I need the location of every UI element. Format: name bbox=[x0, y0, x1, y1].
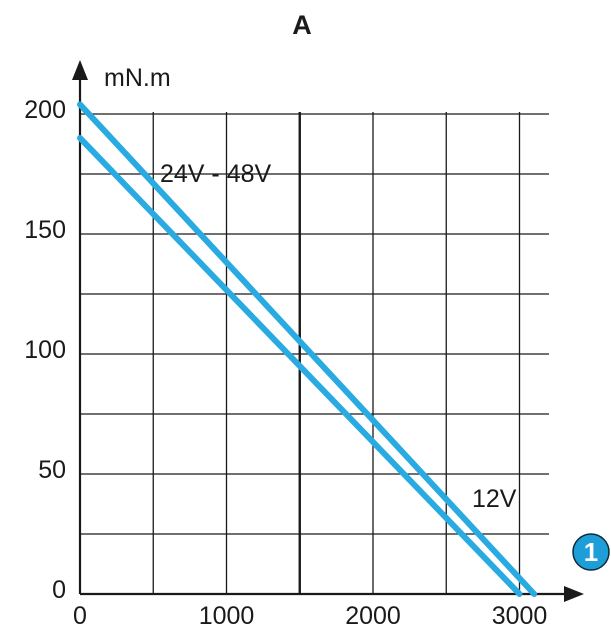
y-tick-label-50: 50 bbox=[38, 456, 66, 484]
y-axis-unit-label: mN.m bbox=[104, 64, 171, 92]
x-axis-arrowhead bbox=[564, 586, 584, 602]
axes bbox=[72, 60, 584, 602]
grid bbox=[80, 112, 549, 594]
y-tick-label-100: 100 bbox=[24, 336, 66, 364]
series bbox=[77, 101, 538, 597]
series-line-2 bbox=[77, 101, 538, 597]
x-tick-label-0: 0 bbox=[73, 602, 87, 630]
series-label-1: 24V - 48V bbox=[160, 160, 272, 188]
x-axis-badge: 1 bbox=[572, 533, 610, 571]
y-axis-arrowhead bbox=[72, 60, 88, 80]
series-line-1 bbox=[77, 135, 523, 597]
y-tick-labels: 0 50 100 150 200 bbox=[24, 96, 66, 604]
y-tick-label-200: 200 bbox=[24, 96, 66, 124]
series-label-2: 12V bbox=[472, 485, 517, 513]
series-labels: 24V - 48V 12V bbox=[160, 160, 517, 513]
chart-title: A bbox=[292, 10, 312, 40]
y-tick-label-0: 0 bbox=[52, 576, 66, 604]
x-tick-label-1000: 1000 bbox=[199, 602, 255, 630]
x-tick-label-2000: 2000 bbox=[345, 602, 401, 630]
x-axis-badge-number: 1 bbox=[584, 537, 598, 567]
x-axis-badge-circle bbox=[572, 533, 610, 571]
x-tick-labels: 0 1000 2000 3000 bbox=[73, 602, 547, 630]
y-tick-label-150: 150 bbox=[24, 216, 66, 244]
x-tick-label-3000: 3000 bbox=[492, 602, 548, 630]
